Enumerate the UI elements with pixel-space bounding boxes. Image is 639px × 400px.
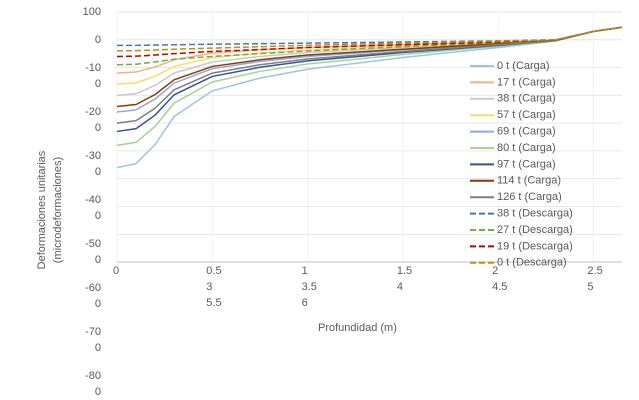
x-tick-label: 2.5 (587, 265, 603, 277)
x-tick-label: 5.5 (206, 297, 222, 309)
x-tick-label: 2 (492, 265, 499, 277)
legend-label: 0 t (Carga) (497, 60, 550, 72)
legend-label: 80 t (Carga) (497, 142, 556, 154)
x-tick-label: 1.5 (396, 265, 413, 277)
x-axis-label: Profundidad (m) (318, 322, 397, 334)
y-tick-label: -500 (85, 238, 101, 266)
x-tick-label: 5 (587, 281, 594, 293)
x-tick-label: 3.5 (301, 281, 317, 293)
x-tick-label: 0 (113, 265, 120, 277)
y-tick-label: -600 (85, 282, 101, 310)
y-tick-label: -700 (85, 326, 101, 354)
legend-label: 38 t (Carga) (497, 93, 556, 105)
legend-label: 126 t (Carga) (497, 191, 562, 203)
legend-label: 27 t (Descarga) (497, 224, 573, 236)
legend-label: 0 t (Descarga) (497, 257, 567, 269)
legend-label: 97 t (Carga) (497, 158, 556, 170)
x-tick-label: 3 (206, 281, 213, 293)
y-tick-label: -400 (85, 194, 101, 222)
legend-label: 38 t (Descarga) (497, 208, 573, 220)
y-tick-label: 100 (82, 6, 101, 18)
legend-label: 57 t (Carga) (497, 109, 556, 121)
x-tick-label: 4 (396, 281, 403, 293)
x-tick-label: 6 (301, 297, 308, 309)
legend-label: 17 t (Carga) (497, 76, 556, 88)
legend-label: 114 t (Carga) (497, 175, 561, 187)
y-tick-label: -300 (85, 150, 101, 178)
legend-label: 19 t (Descarga) (497, 240, 573, 252)
y-tick-label: 0 (94, 34, 101, 46)
series-line (116, 26, 623, 52)
y-tick-label: -200 (85, 106, 101, 134)
y-tick-label: -800 (85, 370, 101, 398)
y-tick-label: -100 (85, 62, 101, 90)
x-tick-label: 1 (301, 265, 308, 277)
x-tick-label: 0.5 (206, 265, 222, 277)
y-axis-label: Deformaciones unitarias (microdeformacio… (36, 150, 64, 270)
legend-label: 69 t (Carga) (497, 126, 556, 138)
x-tick-label: 4.5 (492, 281, 508, 293)
